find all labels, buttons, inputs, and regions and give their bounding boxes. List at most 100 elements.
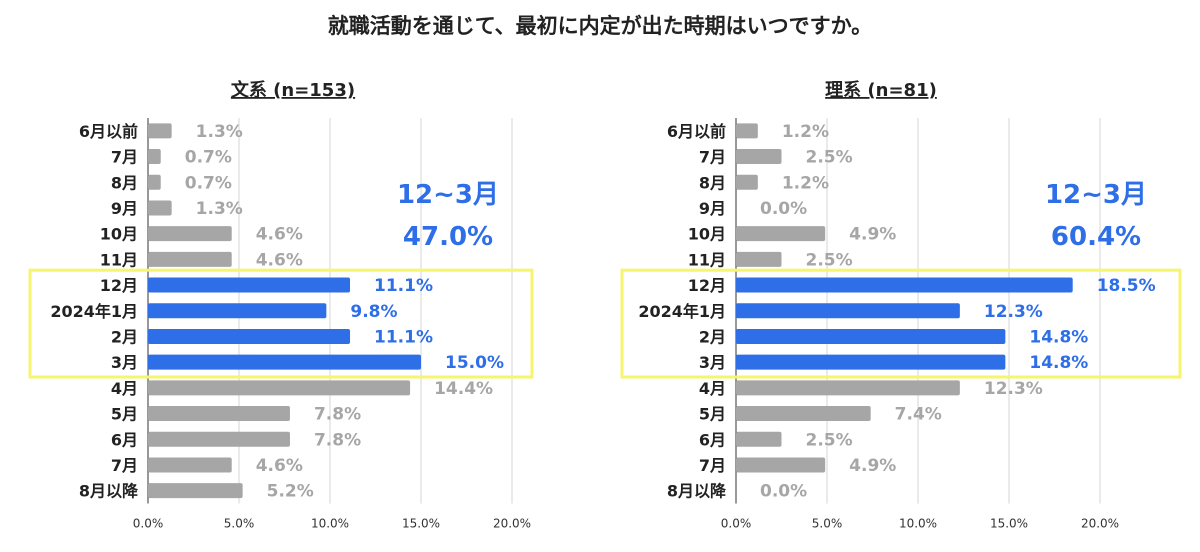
bar: [736, 303, 960, 319]
category-label: 3月: [699, 353, 726, 372]
data-label: 15.0%: [445, 353, 504, 373]
data-label: 2.5%: [806, 148, 853, 168]
x-tick-label: 0.0%: [133, 517, 164, 531]
data-label: 2.5%: [806, 430, 853, 450]
category-label: 8月以降: [79, 482, 139, 501]
bar: [736, 431, 782, 447]
data-label: 1.2%: [782, 173, 829, 193]
category-label: 9月: [699, 199, 726, 218]
bar: [148, 303, 327, 319]
data-label: 11.1%: [374, 276, 433, 296]
data-label: 1.3%: [196, 122, 243, 142]
data-label: 0.0%: [760, 199, 807, 219]
category-label: 2月: [111, 327, 138, 346]
data-label: 4.6%: [256, 250, 303, 270]
category-label: 5月: [699, 405, 726, 424]
bar: [736, 457, 826, 473]
data-label: 0.0%: [760, 482, 807, 502]
bar: [736, 123, 758, 139]
bar: [148, 149, 161, 165]
bar: [736, 380, 960, 396]
category-label: 6月: [111, 430, 138, 449]
x-tick-label: 20.0%: [1081, 517, 1119, 531]
category-label: 10月: [100, 225, 138, 244]
category-label: 7月: [699, 456, 726, 475]
callout-total: 60.4%: [1051, 222, 1141, 252]
category-label: 12月: [100, 276, 138, 295]
data-label: 5.2%: [267, 482, 314, 502]
bar: [148, 380, 411, 396]
category-label: 5月: [111, 405, 138, 424]
data-label: 14.8%: [1029, 353, 1088, 373]
x-tick-label: 5.0%: [812, 517, 843, 531]
callout-range: 12~3月: [1045, 180, 1147, 210]
data-label: 4.9%: [849, 225, 896, 245]
category-label: 9月: [111, 199, 138, 218]
category-label: 11月: [100, 250, 138, 269]
x-tick-label: 20.0%: [493, 517, 531, 531]
data-label: 14.4%: [434, 379, 493, 399]
data-label: 0.7%: [185, 148, 232, 168]
callout-range: 12~3月: [397, 180, 499, 210]
x-tick-label: 10.0%: [311, 517, 349, 531]
data-label: 4.6%: [256, 456, 303, 476]
data-label: 4.6%: [256, 225, 303, 245]
bar: [148, 457, 232, 473]
bar: [148, 328, 351, 344]
bar: [148, 354, 421, 370]
x-tick-label: 0.0%: [721, 517, 752, 531]
category-label: 6月: [699, 430, 726, 449]
data-label: 12.3%: [984, 302, 1043, 322]
category-label: 12月: [688, 276, 726, 295]
data-label: 7.8%: [314, 405, 361, 425]
bar: [736, 149, 782, 165]
chart-title: 就職活動を通じて、最初に内定が出た時期はいつですか。: [327, 14, 873, 38]
panel-title: 理系 (n=81): [825, 80, 937, 101]
bar: [148, 483, 243, 499]
panel-title: 文系 (n=153): [231, 79, 355, 101]
x-tick-label: 5.0%: [224, 517, 255, 531]
data-label: 2.5%: [806, 250, 853, 270]
data-label: 1.2%: [782, 122, 829, 142]
data-label: 18.5%: [1097, 276, 1156, 296]
category-label: 2024年1月: [50, 302, 138, 321]
chart-humanities: 文系 (n=153) 0.0% 5.0% 10.0% 15.0% 20.0% 6月以前 1.3…: [28, 79, 534, 531]
bar: [148, 226, 232, 242]
highlight-box: [620, 268, 1182, 379]
bar: [736, 328, 1006, 344]
category-label: 10月: [688, 225, 726, 244]
category-label: 7月: [111, 148, 138, 167]
bar: [148, 431, 290, 447]
category-label: 2月: [699, 327, 726, 346]
bar: [148, 200, 172, 216]
bar: [148, 251, 232, 267]
callout-total: 47.0%: [403, 222, 493, 252]
data-label: 12.3%: [984, 379, 1043, 399]
highlight-box: [28, 268, 534, 379]
bar: [148, 277, 351, 293]
bar: [148, 174, 161, 190]
bar: [736, 406, 871, 422]
bar: [148, 406, 290, 422]
category-label: 6月以前: [667, 122, 726, 141]
x-tick-label: 15.0%: [990, 517, 1028, 531]
category-label: 3月: [111, 353, 138, 372]
category-label: 4月: [699, 379, 726, 398]
bar: [736, 251, 782, 267]
bar: [736, 174, 758, 190]
category-label: 2024年1月: [638, 302, 726, 321]
category-label: 8月: [699, 173, 726, 192]
bar: [148, 123, 172, 139]
data-label: 14.8%: [1029, 327, 1088, 347]
category-label: 7月: [111, 456, 138, 475]
bar: [736, 354, 1006, 370]
category-label: 6月以前: [79, 122, 138, 141]
category-label: 8月: [111, 173, 138, 192]
data-label: 9.8%: [350, 302, 397, 322]
x-tick-label: 10.0%: [899, 517, 937, 531]
x-tick-label: 15.0%: [402, 517, 440, 531]
category-label: 4月: [111, 379, 138, 398]
data-label: 7.8%: [314, 430, 361, 450]
bar: [736, 226, 826, 242]
data-label: 11.1%: [374, 327, 433, 347]
